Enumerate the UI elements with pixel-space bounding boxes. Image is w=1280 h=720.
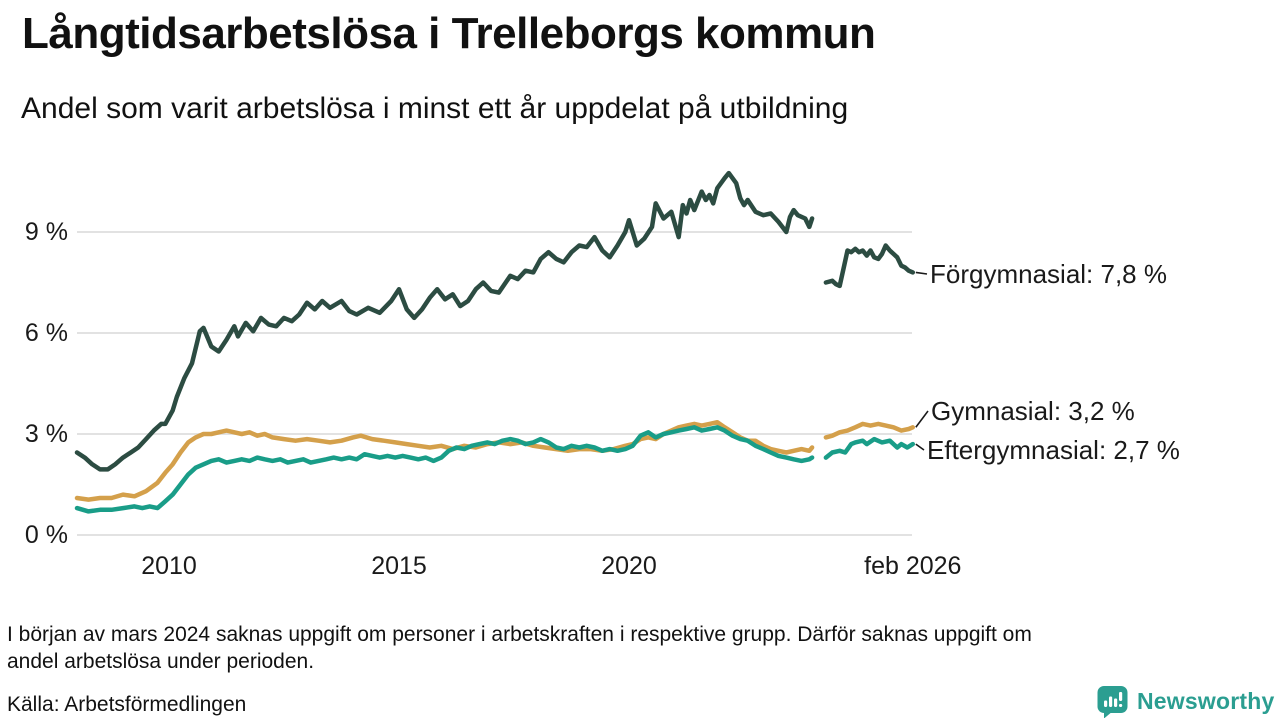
- newsworthy-logo-icon: [1097, 686, 1128, 718]
- label-connector: [915, 410, 929, 428]
- series-line-eftergymnasial: [823, 436, 916, 460]
- source-credit: Källa: Arbetsförmedlingen: [7, 693, 247, 716]
- y-axis-tick-label: 0 %: [24, 521, 68, 549]
- x-axis-tick-label: 2015: [371, 552, 427, 580]
- newsworthy-wordmark: Newsworthy: [1137, 688, 1275, 714]
- y-axis-tick-label: 3 %: [24, 420, 68, 448]
- footnote-line: andel arbetslösa under perioden.: [7, 650, 315, 673]
- series-line-gymnasial: [823, 421, 916, 440]
- x-axis-tick-label: feb 2026: [864, 552, 962, 580]
- newsworthy-branding: Newsworthy: [1096, 685, 1274, 718]
- series-line-förgymnasial: [74, 170, 815, 472]
- label-connector: [915, 271, 928, 275]
- series-line-gymnasial: [74, 419, 815, 502]
- footnote: I början av mars 2024 saknas uppgift om …: [7, 621, 1032, 675]
- footnote-line: I början av mars 2024 saknas uppgift om …: [7, 623, 1032, 646]
- series-end-label: Eftergymnasial: 2,7 %: [927, 435, 1180, 465]
- y-axis-tick-label: 9 %: [24, 218, 68, 246]
- x-axis-tick-label: 2010: [141, 552, 197, 580]
- series-end-label: Gymnasial: 3,2 %: [931, 396, 1135, 426]
- series-line-förgymnasial: [823, 243, 916, 289]
- label-connector: [915, 443, 925, 451]
- series-line-eftergymnasial: [74, 425, 815, 514]
- page-title: Långtidsarbetslösa i Trelleborgs kommun: [22, 9, 876, 58]
- x-axis-tick-label: 2020: [601, 552, 657, 580]
- y-axis-tick-label: 6 %: [24, 319, 68, 347]
- series-end-label: Förgymnasial: 7,8 %: [930, 259, 1167, 289]
- page-subtitle: Andel som varit arbetslösa i minst ett å…: [21, 92, 849, 125]
